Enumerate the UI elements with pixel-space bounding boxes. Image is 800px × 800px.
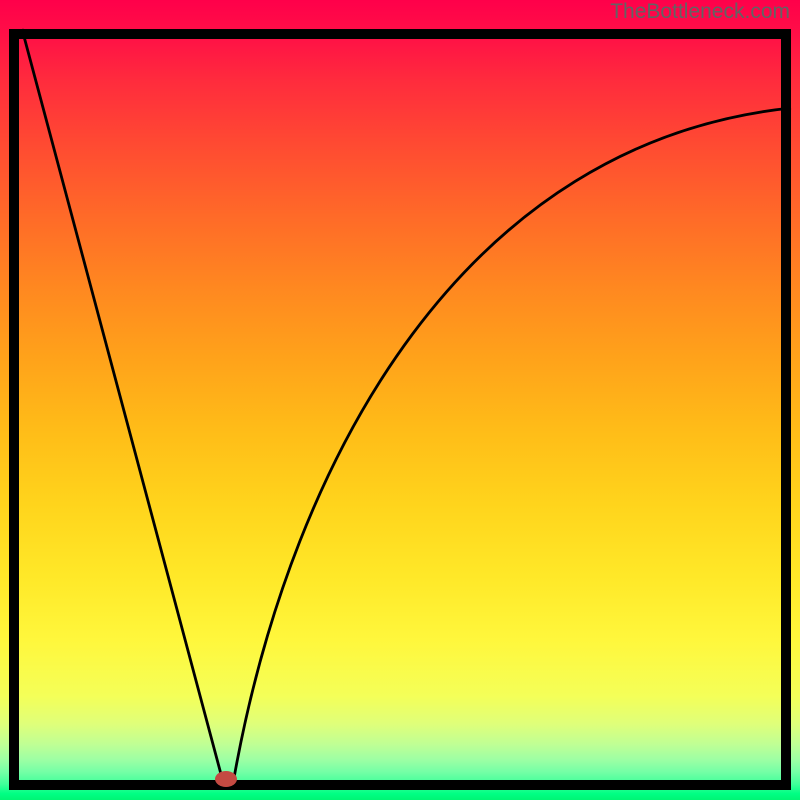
bottleneck-chart: TheBottleneck.com xyxy=(0,0,800,800)
axis-frame xyxy=(9,29,791,790)
watermark-text: TheBottleneck.com xyxy=(610,0,790,24)
